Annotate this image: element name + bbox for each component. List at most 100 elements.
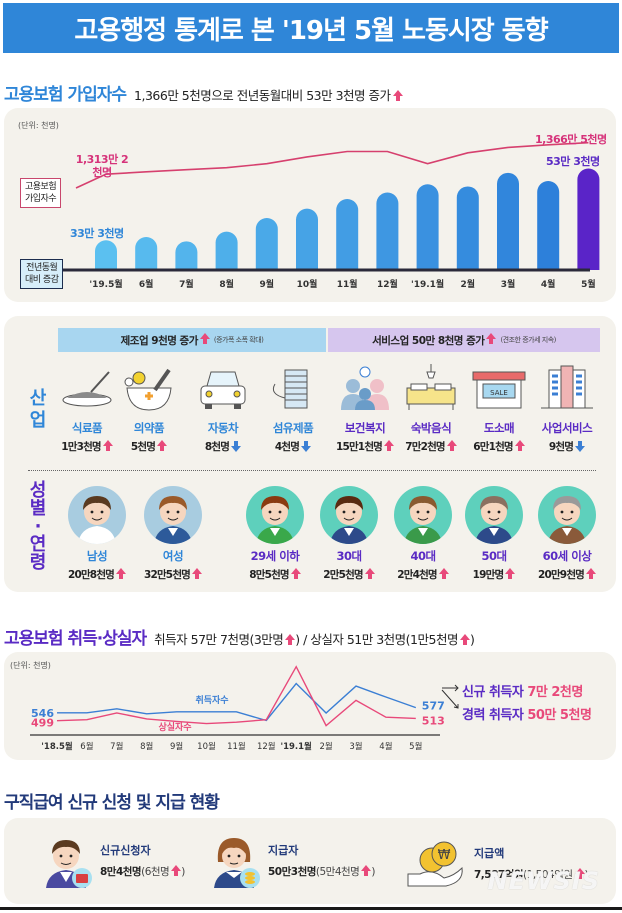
value-text: 6만1천명 — [473, 441, 513, 453]
down-arrow-icon — [575, 441, 586, 452]
benefit-item-applicants: 신규신청자 8만4천명(6천명) — [38, 832, 185, 888]
section-title: 고용보험 가입자수 — [4, 85, 127, 105]
male-applicant-icon — [46, 840, 92, 888]
down-arrow-icon — [231, 441, 242, 452]
x-tick-label: 6월 — [139, 278, 154, 290]
down-arrow-icon — [301, 441, 312, 452]
demographic-item-4: 30대 2만5천명 — [314, 486, 384, 582]
demographic-name: 여성 — [162, 549, 184, 563]
up-arrow-icon — [446, 440, 457, 451]
section-acq-loss-heading: 고용보험 취득·상실자 취득자 57만 7천명(3만명) / 상실자 51만 3… — [4, 624, 475, 649]
industry-item-5: 보건복지 15만1천명 — [330, 364, 400, 454]
up-arrow-icon — [199, 333, 210, 344]
divider — [28, 470, 596, 471]
hand-coins-icon: ₩ — [407, 841, 463, 887]
value-text: 15만1천명 — [335, 441, 383, 453]
demographic-name: 29세 이하 — [250, 549, 300, 563]
bar — [577, 168, 600, 270]
avatar — [538, 486, 596, 544]
industry-name: 도소매 — [483, 421, 515, 435]
demographic-value: 2만5천명 — [314, 567, 384, 582]
bar — [537, 181, 560, 270]
demographic-name: 남성 — [86, 549, 108, 563]
food-bowl-icon — [62, 371, 112, 407]
up-arrow-icon — [459, 634, 470, 645]
industry-name: 숙박음식 — [410, 421, 452, 435]
title-banner: 고용행정 통계로 본 '19년 5월 노동시장 동향 — [3, 3, 619, 53]
side-char: 산 — [29, 388, 47, 409]
value-text: 8천명 — [204, 441, 230, 453]
industry-panel — [4, 316, 616, 592]
chart-unit-label: (단위: 천명) — [10, 661, 51, 670]
value-text: 8만5천명 — [249, 569, 289, 581]
benefit-item-amount: ₩ 지급액 7,587억원(1,504억원) — [406, 838, 589, 888]
x-tick-label: '19.1월 — [411, 278, 444, 290]
legend-line-label: 고용보험 가입자수 — [20, 178, 62, 208]
bar — [215, 231, 238, 270]
side-char: 령 — [29, 552, 47, 573]
exp-acq-value: 50만 5천명 — [527, 708, 592, 723]
summary-loss: 상실자 51만 3천명 — [310, 632, 406, 647]
summary-end: ) — [469, 632, 475, 647]
industry-name: 섬유제품 — [272, 421, 314, 435]
legend-line-text: 가입자수 — [25, 194, 57, 204]
value-text: 8만4천명 — [100, 865, 142, 878]
bar-start-label: 33만 3천명 — [70, 227, 124, 240]
industry-item-4: 섬유제품 4천명 — [258, 364, 328, 454]
legend-bar-text: 대비 증감 — [25, 275, 59, 285]
person-icon — [330, 496, 368, 544]
demographic-value: 32만5천명 — [138, 567, 208, 582]
new-acq-value: 7만 2천명 — [527, 685, 583, 700]
demographic-item-2: 여성 32만5천명 — [138, 486, 208, 582]
bar — [175, 241, 198, 270]
demographic-value: 20만8천명 — [62, 567, 132, 582]
summary-acq: 취득자 57만 7천명 — [154, 632, 250, 647]
demographic-item-5: 40대 2만4천명 — [388, 486, 458, 582]
industry-value: 4천명 — [258, 439, 328, 454]
value-text: 2만5천명 — [323, 569, 363, 581]
industry-side-label: 산 업 — [26, 388, 50, 432]
value-text: 1만3천명 — [61, 441, 101, 453]
demographic-name: 40대 — [410, 549, 436, 563]
benefit-label: 신규신청자 — [100, 843, 151, 857]
avatar — [394, 486, 452, 544]
insured-line — [75, 141, 589, 189]
bar — [376, 192, 399, 270]
demographic-value: 19만명 — [459, 567, 529, 582]
bar — [95, 240, 117, 270]
value-text: 7만2천명 — [405, 441, 445, 453]
manufacturing-band: 제조업 9천명 증가 (증가폭 소폭 확대) — [58, 328, 326, 352]
exp-acq-label: 경력 취득자 50만 5천명 — [462, 704, 592, 723]
paren-close: ) — [371, 865, 375, 878]
change-text: (1,504억원 — [523, 868, 573, 881]
demographic-name: 30대 — [336, 549, 362, 563]
legend-bar-text: 전년동월 — [26, 263, 58, 273]
line-start-label: 1,313만 2천명 — [75, 153, 129, 179]
bed-icon — [406, 364, 456, 410]
chart-unit-label: (단위: 천명) — [18, 121, 59, 130]
new-acq-text: 신규 취득자 — [462, 685, 524, 700]
value-text: 20만9천명 — [537, 569, 585, 581]
family-health-icon — [341, 366, 389, 410]
summary-text: 1,366만 5천명으로 전년동월대비 53만 3천명 증가 — [134, 88, 391, 103]
value-text: 7,587억원 — [474, 868, 524, 881]
benefit-text: 신규신청자 8만4천명(6천명) — [100, 842, 185, 879]
section-insured-heading: 고용보험 가입자수 1,366만 5천명으로 전년동월대비 53만 3천명 증가 — [4, 80, 403, 105]
up-arrow-icon — [192, 568, 203, 579]
industry-value: 8천명 — [188, 439, 258, 454]
up-arrow-icon — [438, 568, 449, 579]
industry-value: 7만2천명 — [396, 439, 466, 454]
up-arrow-icon — [157, 440, 168, 451]
avatar — [68, 486, 126, 544]
section-title: 구직급여 신규 신청 및 지급 현황 — [4, 793, 220, 813]
benefit-text: 지급자 50만3천명(5만4천명) — [268, 842, 375, 879]
legend-bar-label: 전년동월 대비 증감 — [20, 259, 64, 289]
side-char: · — [34, 516, 42, 537]
demographic-name: 50대 — [481, 549, 507, 563]
insured-chart: '19.5월 6월 7월 8월 9월 10월 11월 12월 '19.1월 2월 3월 4월 5월 — [20, 141, 600, 290]
side-char: 연 — [29, 534, 47, 555]
value-text: 50만3천명 — [268, 865, 316, 878]
legend-line-text: 고용보험 — [25, 182, 57, 192]
x-tick-label: 10월 — [297, 278, 318, 290]
demographic-name: 60세 이상 — [542, 549, 592, 563]
